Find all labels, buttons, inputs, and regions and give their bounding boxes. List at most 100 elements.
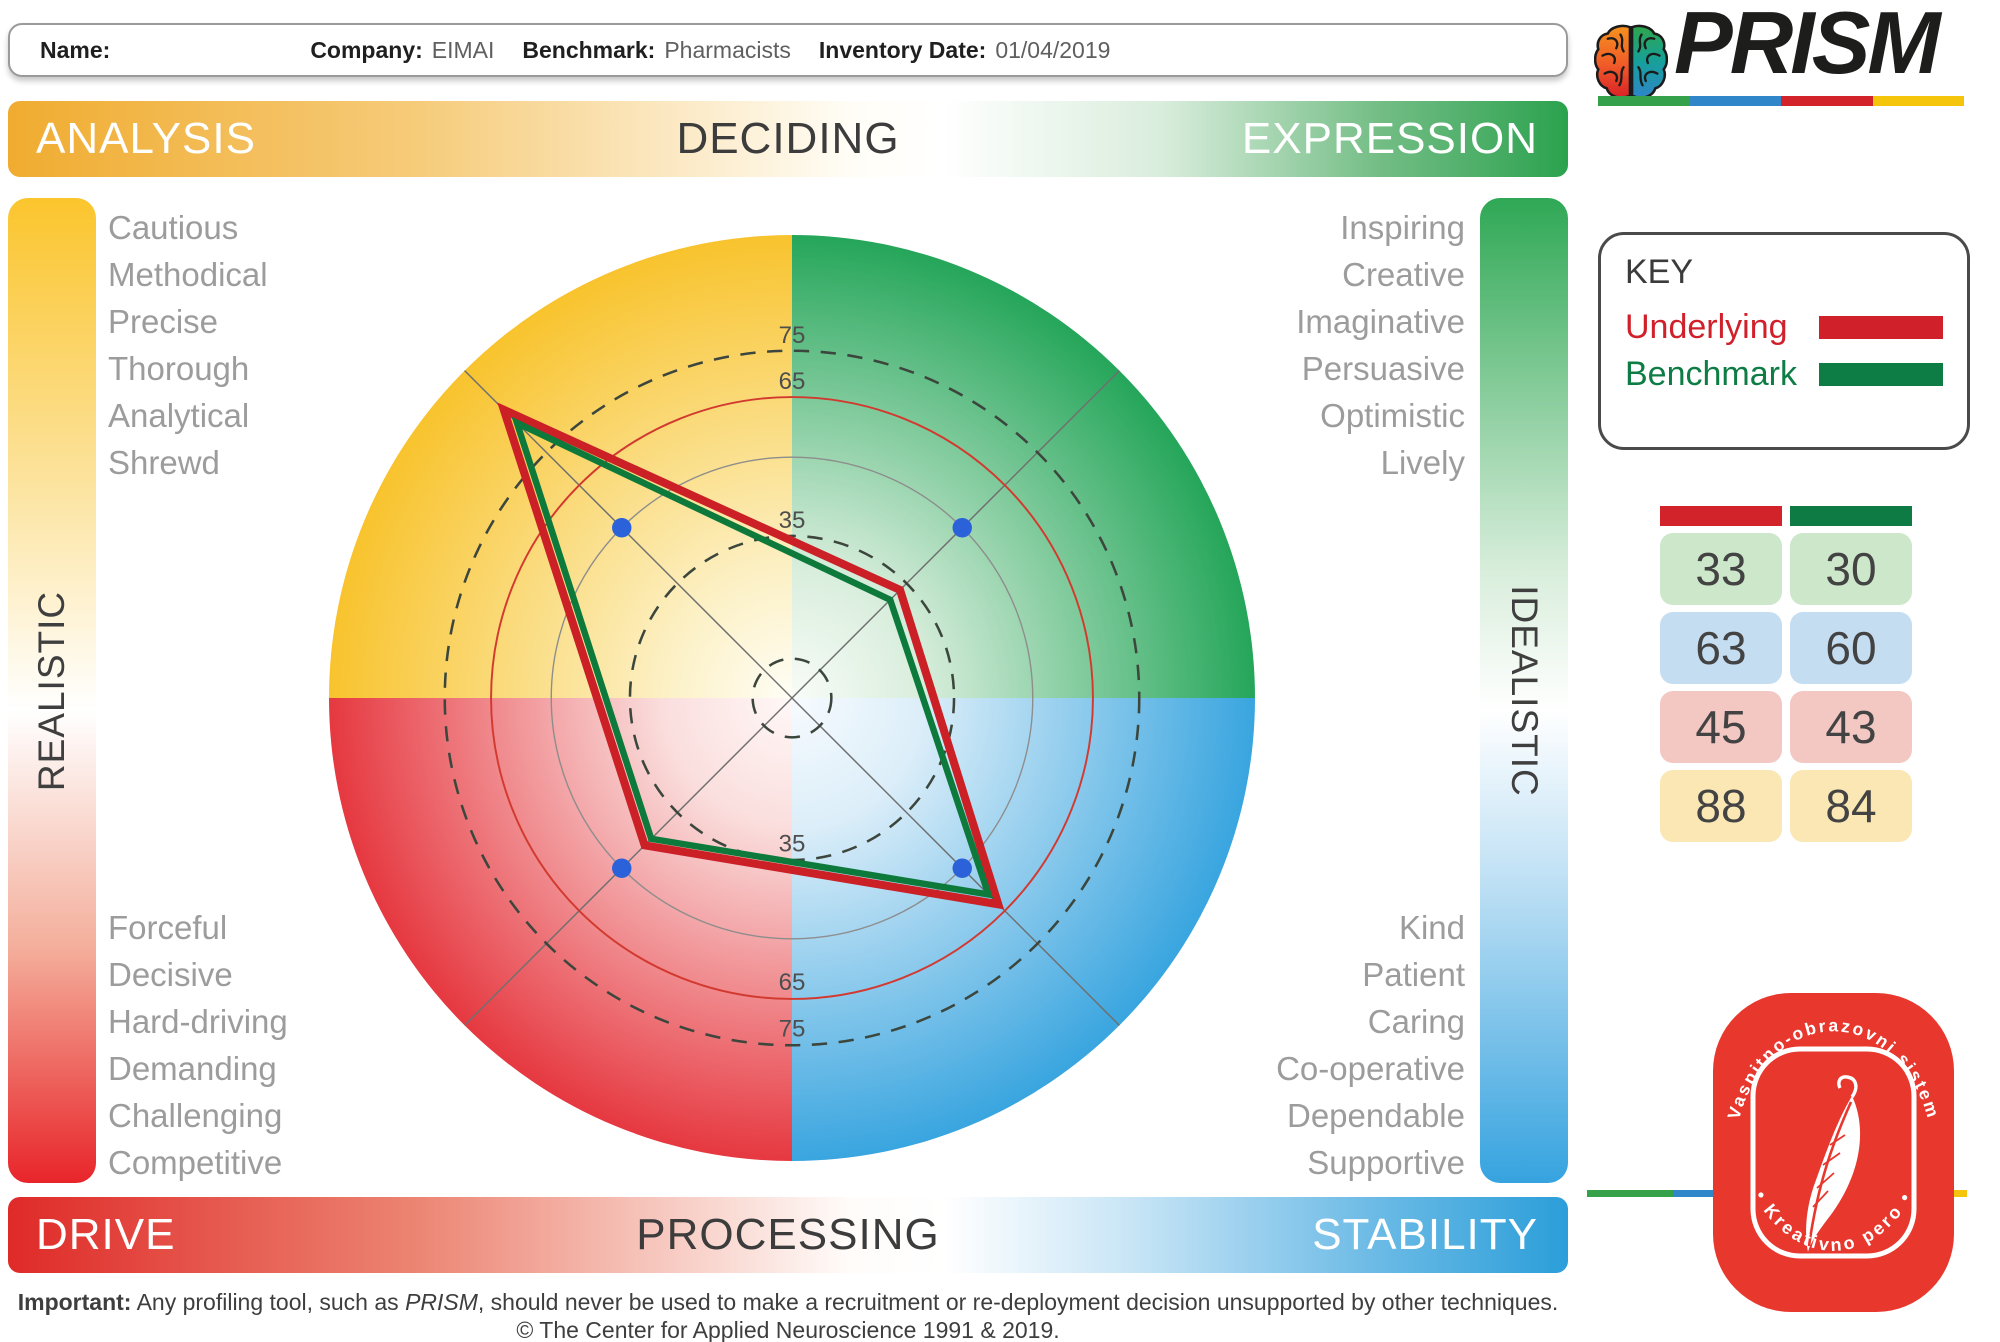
banner-stability: STABILITY xyxy=(1312,1210,1538,1259)
ring-8.5 xyxy=(751,657,833,739)
word-item: Dependable xyxy=(1287,1097,1465,1134)
word-item: Competitive xyxy=(108,1144,283,1181)
expression-word-list: Inspiring Creative Imaginative Persuasive Op… xyxy=(1040,204,1465,486)
inventory-date-label: Inventory Date: xyxy=(818,36,987,63)
quadrant-radar-chart: 35 35 65 65 75 75 xyxy=(329,235,1255,1161)
key-row-benchmark: Benchmark xyxy=(1625,355,1943,394)
ring-label: 65 xyxy=(779,969,806,996)
benchmark-legend-swatch xyxy=(1819,363,1943,386)
brain-icon xyxy=(1594,24,1668,100)
word-item: Demanding xyxy=(108,1050,277,1087)
score-column-header xyxy=(1660,506,1782,526)
word-item: Inspiring xyxy=(1340,209,1465,246)
word-item: Shrewd xyxy=(108,444,220,481)
benchmark-profile-polygon xyxy=(511,416,994,899)
footer-important-line: Important: Any profiling tool, such as P… xyxy=(17,1289,1559,1315)
axis-marker-dot xyxy=(612,858,632,878)
ring-label: 75 xyxy=(779,1015,806,1042)
score-cell-drive: 43 xyxy=(1790,691,1912,763)
important-label: Important: xyxy=(17,1289,132,1315)
benchmark-legend-label: Benchmark xyxy=(1625,355,1797,393)
score-cell-analysis: 88 xyxy=(1660,770,1782,842)
word-item: Persuasive xyxy=(1301,350,1465,387)
score-cell-expression: 33 xyxy=(1660,533,1782,605)
prism-inline-brand: PRISM xyxy=(405,1289,478,1315)
word-item: Kind xyxy=(1398,909,1465,946)
feather-icon xyxy=(1806,1075,1861,1252)
key-row-underlying: Underlying xyxy=(1625,308,1943,347)
word-item: Cautious xyxy=(108,209,239,246)
profile-info-bar: Name: Company: EIMAI Benchmark: Pharmaci… xyxy=(8,23,1568,77)
score-cell-analysis: 84 xyxy=(1790,770,1912,842)
banner-expression: EXPRESSION xyxy=(1241,114,1538,163)
banner-deciding: DECIDING xyxy=(676,114,900,163)
analysis-word-list: Cautious Methodical Precise Thorough Analyti… xyxy=(108,204,268,486)
banner-analysis: ANALYSIS xyxy=(36,114,256,163)
logo-underline xyxy=(1598,96,1964,106)
word-item: Imaginative xyxy=(1296,303,1465,340)
logo-underline-segment xyxy=(1781,96,1873,106)
prism-wordmark: PRISM xyxy=(1674,0,1941,92)
word-item: Decisive xyxy=(108,956,233,993)
word-item: Optimistic xyxy=(1320,397,1465,434)
benchmark-value: Pharmacists xyxy=(664,36,791,63)
stability-word-list: Kind Patient Caring Co-operative Dependable S… xyxy=(1040,904,1465,1186)
underlying-legend-swatch xyxy=(1819,316,1943,339)
prism-logo: PRISM xyxy=(1592,0,1972,110)
word-item: Forceful xyxy=(108,909,228,946)
banner-processing: PROCESSING xyxy=(636,1210,940,1259)
ring-label: 35 xyxy=(779,507,806,534)
word-item: Analytical xyxy=(108,397,250,434)
score-cell-stability: 60 xyxy=(1790,612,1912,684)
word-item: Patient xyxy=(1362,956,1465,993)
ring-tick-labels: 35 35 65 65 75 75 xyxy=(779,322,806,1043)
word-item: Precise xyxy=(108,303,219,340)
word-item: Supportive xyxy=(1307,1144,1465,1181)
score-table: 33 30 63 60 45 43 88 84 xyxy=(1660,506,1912,842)
word-item: Caring xyxy=(1367,1003,1465,1040)
logo-underline-segment xyxy=(1598,96,1690,106)
axis-marker-dot xyxy=(952,518,972,538)
word-item: Hard-driving xyxy=(108,1003,288,1040)
word-item: Co-operative xyxy=(1276,1050,1465,1087)
idealistic-label: IDEALISTIC xyxy=(1504,584,1545,797)
ring-label: 65 xyxy=(779,368,806,395)
bottom-banner: DRIVE PROCESSING STABILITY xyxy=(8,1197,1568,1273)
diagonal-axes xyxy=(464,370,1120,1026)
underlying-legend-label: Underlying xyxy=(1625,308,1788,346)
company-value: EIMAI xyxy=(431,36,495,63)
ring-label: 35 xyxy=(779,830,806,857)
key-title: KEY xyxy=(1625,253,1694,291)
ring-75 xyxy=(443,349,1141,1047)
score-cell-stability: 63 xyxy=(1660,612,1782,684)
logo-underline-segment xyxy=(1872,96,1964,106)
key-legend-box: KEY Underlying Benchmark xyxy=(1598,232,1970,450)
underlying-profile-polygon xyxy=(497,402,1005,910)
footer-disclaimer: Important: Any profiling tool, such as P… xyxy=(8,1288,1568,1342)
benchmark-label: Benchmark: xyxy=(522,36,656,63)
ring-label: 75 xyxy=(779,322,806,349)
word-item: Lively xyxy=(1380,444,1465,481)
company-label: Company: xyxy=(310,36,423,63)
ring-65 xyxy=(490,396,1094,1000)
top-banner: ANALYSIS DECIDING EXPRESSION xyxy=(8,101,1568,177)
axis-marker-dots xyxy=(612,518,972,878)
score-cell-expression: 30 xyxy=(1790,533,1912,605)
word-item: Thorough xyxy=(108,350,250,387)
score-cell-drive: 45 xyxy=(1660,691,1782,763)
logo-underline-segment xyxy=(1689,96,1781,106)
inventory-date-value: 01/04/2019 xyxy=(995,36,1111,63)
realistic-label: REALISTIC xyxy=(31,590,72,791)
brand-line-segment xyxy=(1587,1190,1673,1197)
idealistic-bar: IDEALISTIC xyxy=(1480,198,1568,1183)
realistic-bar: REALISTIC xyxy=(8,198,96,1183)
word-item: Methodical xyxy=(108,256,268,293)
ring-52 xyxy=(550,456,1034,940)
score-column-header xyxy=(1790,506,1912,526)
banner-drive: DRIVE xyxy=(36,1210,176,1259)
footer-copyright: © The Center for Applied Neuroscience 19… xyxy=(516,1317,1060,1342)
word-item: Creative xyxy=(1342,256,1465,293)
axis-marker-dot xyxy=(612,518,632,538)
kreativno-pero-seal: Vaspitno-obrazovni sistem • Kreativno pe… xyxy=(1713,993,1954,1312)
